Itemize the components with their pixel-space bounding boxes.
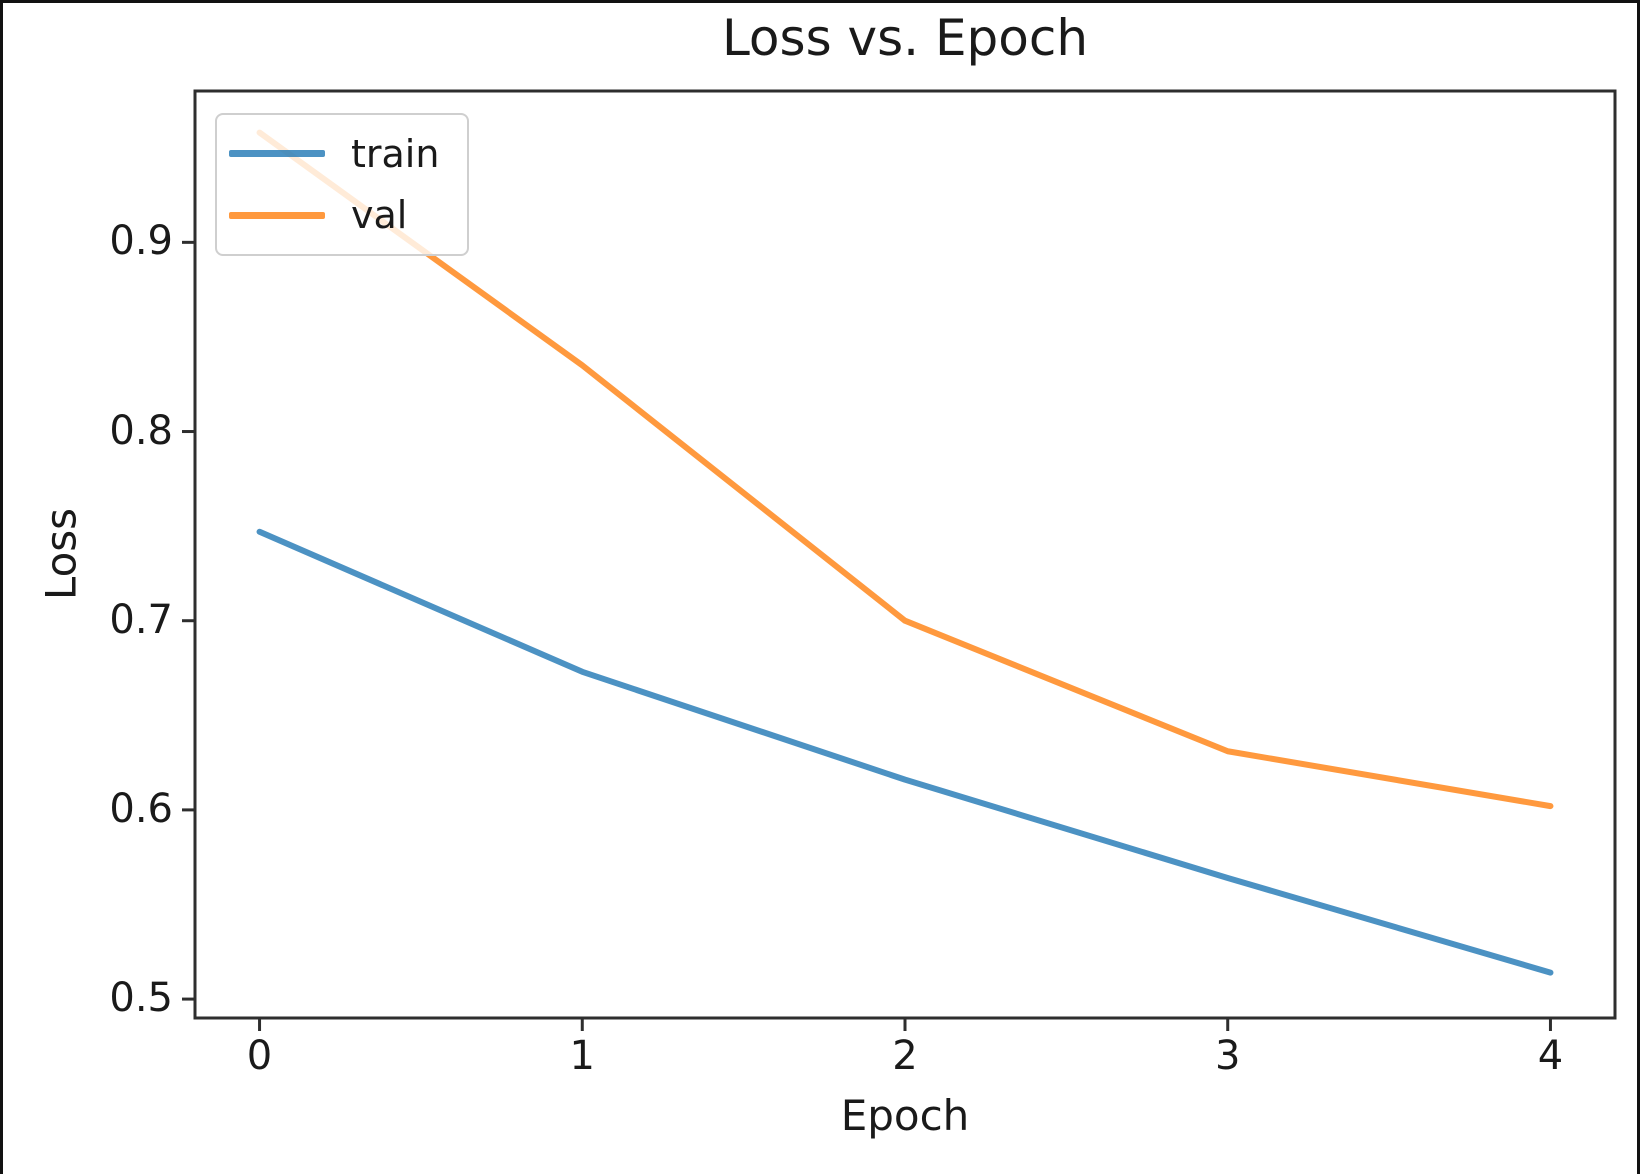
legend: train val (215, 113, 469, 256)
y-tick-label: 0.9 (109, 218, 173, 265)
y-tick-label: 0.8 (109, 407, 173, 454)
x-tick-label: 2 (892, 1033, 918, 1079)
legend-swatch-val (229, 211, 325, 219)
val-line (256, 129, 1554, 810)
legend-item-train: train (217, 135, 467, 173)
line-chart-canvas (182, 89, 1617, 1031)
train-line (256, 528, 1554, 976)
legend-label-val: val (351, 193, 408, 238)
chart-title: Loss vs. Epoch (721, 9, 1089, 67)
x-tick-label: 4 (1537, 1033, 1564, 1079)
legend-swatch-train (229, 150, 325, 158)
x-axis-label: Epoch (840, 1091, 970, 1140)
x-tick-label: 1 (569, 1033, 595, 1079)
legend-item-val: val (217, 196, 467, 234)
x-tick-label: 3 (1214, 1033, 1241, 1079)
legend-label-train: train (351, 131, 440, 176)
x-tick-label: 0 (246, 1033, 273, 1079)
y-axis-label: Loss (36, 507, 86, 601)
y-tick-label: 0.7 (109, 596, 173, 643)
y-tick-label: 0.5 (109, 975, 173, 1022)
y-tick-label: 0.6 (109, 785, 173, 832)
